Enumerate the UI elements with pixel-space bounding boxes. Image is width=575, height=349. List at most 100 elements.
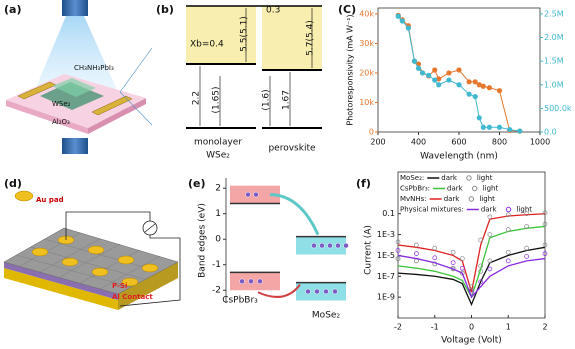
point xyxy=(487,232,493,237)
legend-label: light xyxy=(477,174,493,182)
gap-label: 2.2 xyxy=(192,91,202,105)
zoom-line xyxy=(119,91,153,126)
point xyxy=(496,124,503,130)
panel-b: (b) 0.3 Xb=0.4 5.5(5.1) 5.7(5.4) 2.2 (1.… xyxy=(156,3,322,161)
film xyxy=(52,78,96,97)
carrier xyxy=(335,242,341,249)
y-axis-title: Band edges (eV) xyxy=(198,203,208,278)
y-tick-label: 0 xyxy=(369,128,374,137)
point xyxy=(517,128,523,134)
series-line xyxy=(397,15,520,132)
panel-label: (e) xyxy=(188,177,206,190)
point xyxy=(469,289,474,295)
legend-label: dark xyxy=(444,195,461,203)
gap-label: (1.6) xyxy=(262,89,272,110)
point xyxy=(399,18,405,24)
gap-label: 1.67 xyxy=(282,90,292,110)
active-layer xyxy=(3,227,179,295)
substrate-side xyxy=(88,98,146,134)
legend-label: light xyxy=(479,195,495,203)
y-tick-label: 1E-3 xyxy=(377,230,395,239)
point xyxy=(405,25,411,31)
point xyxy=(486,85,492,91)
y-tick-label: 2 xyxy=(215,184,221,194)
carrier xyxy=(323,288,329,295)
legend-group: MvNHs: xyxy=(400,195,427,203)
x-axis-title: Wavelength (nm) xyxy=(420,152,498,162)
zoom-line xyxy=(119,47,153,93)
point xyxy=(478,279,484,285)
y-tick-label: 0.1 xyxy=(382,209,395,218)
y-tick-label: -2 xyxy=(212,286,221,296)
y2-tick-label: 500.0k xyxy=(544,104,572,113)
point xyxy=(459,265,465,271)
x-tick-label: 600 xyxy=(451,138,466,147)
material-label: monolayer xyxy=(194,138,242,148)
y-tick-label: 10k xyxy=(359,98,374,107)
point xyxy=(487,266,493,272)
carrier xyxy=(343,242,349,249)
y-tick-label: 40k xyxy=(359,9,374,18)
point xyxy=(469,284,474,290)
panel-label: (C) xyxy=(338,3,356,16)
y2-tick-label: 1.5M xyxy=(544,57,564,66)
point xyxy=(450,249,456,255)
carrier xyxy=(319,242,325,249)
gap-label: 5.5(5.1) xyxy=(240,16,250,52)
point xyxy=(542,251,548,256)
legend-swatch xyxy=(466,175,472,181)
film-label: CH₃NH₃PbI₃ xyxy=(74,64,114,72)
point xyxy=(505,258,511,264)
point xyxy=(480,124,486,130)
transfer-arrow xyxy=(257,283,301,298)
x-tick-label: 1000 xyxy=(530,138,550,147)
point xyxy=(486,124,492,130)
point xyxy=(524,211,529,217)
legend-label: dark xyxy=(447,185,464,193)
light-source xyxy=(62,0,88,16)
point xyxy=(459,256,465,261)
point xyxy=(419,70,426,76)
layer-side xyxy=(118,262,178,310)
legend-label: dark xyxy=(481,206,498,214)
series-line xyxy=(397,15,520,132)
point xyxy=(432,255,438,261)
legend-label: dark xyxy=(441,174,458,182)
carrier xyxy=(245,191,251,198)
y-tick-label: 1 xyxy=(215,209,221,219)
point xyxy=(436,82,442,88)
detector xyxy=(62,138,88,154)
point xyxy=(411,58,418,64)
carrier xyxy=(305,288,311,295)
transfer-arrow xyxy=(269,193,320,236)
y-tick-label: 0 xyxy=(215,235,221,245)
point xyxy=(496,88,503,94)
point xyxy=(395,256,401,261)
point xyxy=(476,82,482,88)
panel-label: (d) xyxy=(4,177,22,190)
point xyxy=(466,79,472,85)
substrate-label: Al₂O₃ xyxy=(52,118,70,126)
contact-label: Al Contact xyxy=(112,293,153,301)
x-axis-title: Voltage (Volt) xyxy=(441,336,502,346)
y-tick-label: 20k xyxy=(359,68,374,77)
pad-label: Au pad xyxy=(36,196,64,204)
point xyxy=(505,212,511,218)
flake-label: WSe₂ xyxy=(52,100,71,108)
band xyxy=(186,6,256,64)
point xyxy=(478,263,484,269)
point xyxy=(456,67,462,73)
legend-swatch xyxy=(468,196,475,202)
meter-needle xyxy=(144,223,156,233)
point xyxy=(472,79,478,85)
carrier xyxy=(253,191,259,198)
panel-a: (a) CH₃NH₃PbI₃ WSe₂ Al₂O₃ xyxy=(4,0,153,154)
x-tick-label: 2 xyxy=(542,323,547,332)
x-tick-label: 200 xyxy=(370,138,385,147)
point xyxy=(456,82,462,88)
x-tick-label: -1 xyxy=(431,323,439,332)
panel-label: (b) xyxy=(156,3,174,16)
point xyxy=(507,127,513,133)
point xyxy=(415,65,422,71)
